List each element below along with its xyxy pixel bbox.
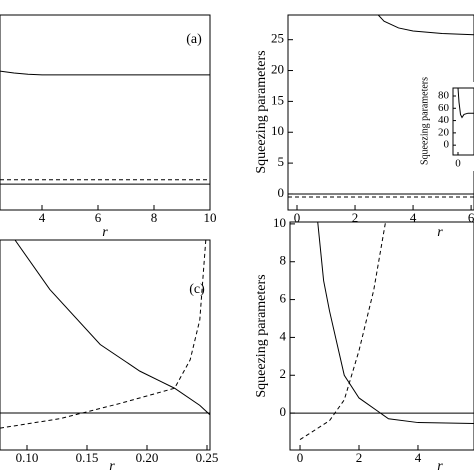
series-line [0,70,210,76]
x-tick-label: 2 [356,450,363,465]
x-tick-label: 4 [39,210,46,225]
x-tick-label: 6 [95,210,102,225]
y-tick-label: 4 [280,328,287,343]
plot-frame [0,14,211,211]
x-tick-label: 4 [410,210,417,225]
x-tick-label: 0.10 [16,450,39,465]
x-tick-label: 8 [151,210,158,225]
y-tick-label: 8 [280,253,287,268]
panel: 0.10 0.15 0.20 0.25 r (c) [0,239,219,474]
x-tick-label: 0.20 [136,450,159,465]
x-tick-label: 10 [204,210,217,225]
panel: 4 6 8 10 r (a) [0,14,217,240]
y-tick-label: 0 [278,185,285,200]
plot-frame [287,14,474,211]
panel: 0 2 4 0 2 4 6 8 10 r Squeezing parameters [254,215,474,474]
x-tick-label: 0.25 [196,450,219,465]
plot-frame [289,221,474,451]
y-tick-label: 60 [438,102,450,114]
y-axis-label: Squeezing parameters [254,50,269,173]
plot-frame [452,87,474,156]
y-tick-label: 15 [271,92,284,107]
inset-background [405,82,474,171]
y-tick-label: 0 [280,404,287,419]
y-axis-label: Squeezing parameters [254,274,269,397]
y-tick-label: 20 [271,62,284,77]
x-tick-label: 4 [415,450,422,465]
x-axis-label: r [109,459,115,474]
series-line [317,222,474,425]
y-tick-label: 40 [438,114,450,126]
y-tick-label: 80 [438,90,450,102]
y-tick-label: 25 [271,31,284,46]
y-tick-label: 20 [438,126,450,138]
y-axis-label: Squeezing parameters [419,77,430,165]
series-line [14,240,210,416]
y-tick-label: 0 [444,139,450,151]
y-tick-label: 10 [271,123,284,138]
x-axis-label: r [437,459,443,474]
series-line [0,240,207,429]
panel-label: (a) [186,32,202,47]
y-tick-label: 6 [280,291,287,306]
x-axis-label: r [102,225,108,240]
x-tick-label: 0 [294,210,301,225]
series-line [377,15,474,36]
x-tick-label: 0.15 [76,450,99,465]
y-tick-label: 10 [273,215,286,230]
series-line [299,222,387,441]
x-tick-label: 6 [468,210,474,225]
series-line [457,88,474,119]
y-tick-label: 2 [280,366,287,381]
panel-label: (c) [189,282,205,297]
x-axis-label: r [437,225,443,240]
y-tick-label: 5 [278,154,285,169]
x-tick-label: 0 [455,158,461,170]
plot-frame [0,239,211,451]
x-tick-label: 2 [352,210,359,225]
x-tick-label: 0 [297,450,304,465]
